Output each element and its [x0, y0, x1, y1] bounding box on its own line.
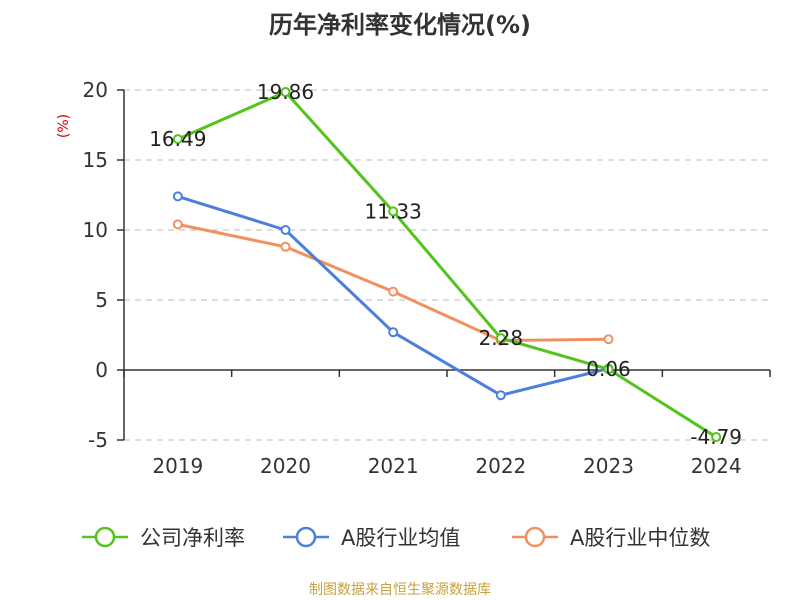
grid-lines — [124, 89, 770, 441]
series-0-point-2024 — [711, 432, 722, 443]
data-label-2019: 16.49 — [149, 127, 206, 151]
series-2-point-2023 — [603, 334, 614, 345]
legend-marker-2 — [524, 526, 546, 548]
series-0-point-2020 — [280, 86, 291, 97]
y-tick-label-20: 20 — [83, 78, 108, 102]
series-1-point-2020 — [280, 225, 291, 235]
chart-title: 历年净利率变化情况(%) — [269, 11, 531, 39]
data-label-2021: 11.33 — [365, 199, 422, 223]
series-0-point-2021 — [388, 206, 399, 217]
series-0-point-2023 — [603, 364, 614, 375]
source-note: 制图数据来自恒生聚源数据库 — [309, 582, 491, 598]
data-label-2020: 19.86 — [257, 80, 314, 104]
y-tick-label--5: -5 — [88, 428, 108, 452]
x-tick-label-2020: 2020 — [260, 454, 311, 478]
legend-marker-1 — [295, 526, 317, 548]
data-labels: 16.49 19.86 11.33 2.28 0.06 -4.79 — [149, 80, 742, 449]
series-2-point-2021 — [388, 286, 399, 297]
legend-label-1: A股行业均值 — [341, 526, 460, 550]
series-0-line — [176, 90, 718, 439]
series-0-point-2019 — [172, 134, 183, 145]
legend: 公司净利率 A股行业均值 A股行业中位数 — [82, 526, 710, 550]
series-2-point-2020 — [280, 241, 291, 252]
legend-marker-0 — [94, 526, 116, 548]
series-0-point-2022 — [495, 333, 506, 344]
series-2-point-2019 — [172, 219, 183, 230]
x-tick-label-2022: 2022 — [475, 454, 526, 478]
data-label-2022: 2.28 — [479, 326, 524, 350]
data-label-2023: 0.06 — [586, 357, 631, 381]
y-tick-label-10: 10 — [83, 218, 108, 242]
series-1-point-2022 — [495, 390, 506, 401]
series-1-point-2021 — [388, 327, 399, 338]
y-axis-unit-label: (%) — [56, 114, 72, 138]
x-tick-label-2023: 2023 — [583, 454, 634, 478]
legend-label-2: A股行业中位数 — [570, 526, 710, 550]
series-lines — [172, 86, 722, 443]
series-1-point-2019 — [172, 191, 183, 202]
y-tick-label-15: 15 — [83, 148, 108, 172]
y-tick-label-5: 5 — [95, 288, 108, 312]
x-tick-label-2021: 2021 — [368, 454, 419, 478]
data-label-2024: -4.79 — [690, 425, 742, 449]
x-tick-label-2024: 2024 — [691, 454, 742, 478]
axes: -5 0 5 10 15 20 2019 2020 2021 2022 2023 2024 — [83, 78, 771, 478]
series-2-line — [176, 222, 610, 343]
y-tick-label-0: 0 — [95, 358, 108, 382]
legend-label-0: 公司净利率 — [140, 526, 245, 550]
x-tick-label-2019: 2019 — [152, 454, 203, 478]
